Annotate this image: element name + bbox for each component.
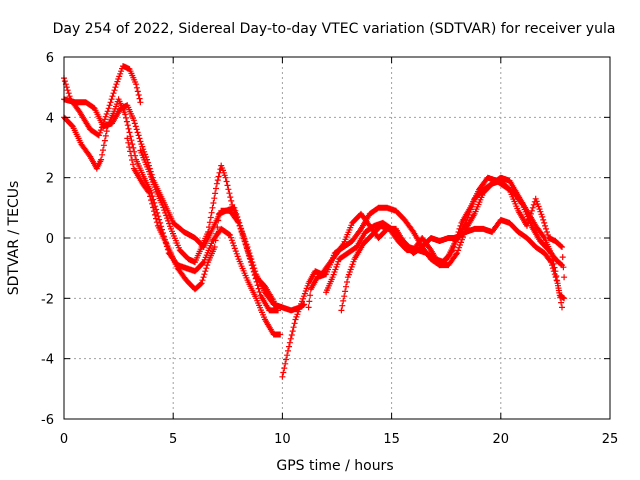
series-sat-b bbox=[61, 96, 308, 314]
y-tick-label: 6 bbox=[46, 51, 54, 66]
series-markers bbox=[323, 174, 565, 296]
y-tick-label: 4 bbox=[46, 111, 54, 126]
x-tick-label: 0 bbox=[60, 432, 68, 447]
x-tick-label: 10 bbox=[274, 432, 291, 447]
series-markers bbox=[338, 177, 568, 314]
y-axis-label: SDTVAR / TECUs bbox=[6, 181, 22, 296]
series-markers bbox=[61, 96, 308, 314]
x-tick-label: 25 bbox=[602, 432, 619, 447]
data-points bbox=[61, 63, 568, 380]
x-tick-label: 5 bbox=[169, 432, 177, 447]
x-axis-label: GPS time / hours bbox=[276, 458, 393, 474]
series-markers bbox=[137, 147, 277, 305]
series-sat-i bbox=[338, 177, 568, 314]
chart-title: Day 254 of 2022, Sidereal Day-to-day VTE… bbox=[53, 21, 616, 37]
series-sat-e bbox=[137, 147, 277, 305]
x-tick-label: 20 bbox=[493, 432, 510, 447]
y-tick-label: -6 bbox=[41, 413, 54, 428]
x-tick-label: 15 bbox=[383, 432, 400, 447]
y-tick-label: 2 bbox=[46, 172, 54, 187]
y-tick-label: 0 bbox=[46, 232, 54, 247]
series-sat-h bbox=[323, 174, 565, 296]
y-tick-label: -4 bbox=[41, 353, 54, 368]
y-tick-label: -2 bbox=[41, 292, 54, 307]
axis-ticks: 0 5 10 15 20 25 -6 -4 -2 0 2 4 6 bbox=[41, 51, 618, 447]
